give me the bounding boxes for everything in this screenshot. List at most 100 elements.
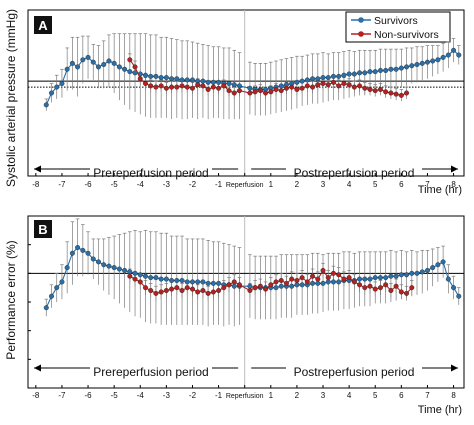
panel-a-non-survivors-point: [200, 83, 206, 89]
panel-a-left-arrow-head: [34, 165, 41, 173]
panel-b-non-survivors-point: [367, 283, 373, 289]
panel-b-non-survivors-point: [252, 285, 258, 291]
panel-a-survivors-point: [278, 83, 284, 89]
panel-a-x-tick-label: -1: [215, 180, 223, 189]
panel-b-non-survivors-point: [393, 283, 399, 289]
panel-a-survivors-point: [174, 76, 180, 82]
panel-a-survivors-point: [210, 79, 216, 85]
panel-a-non-survivors-point: [310, 84, 316, 90]
panel-b-non-survivors-point: [336, 272, 342, 278]
panel-b-non-survivors-point: [341, 276, 347, 282]
panel-a-x-tick-label: Reperfusion: [226, 182, 264, 189]
panel-a-non-survivors-point: [357, 83, 363, 89]
panel-b-x-tick-label: 2: [295, 391, 300, 400]
panel-a-survivors-point: [336, 73, 342, 79]
panel-a-survivors-point: [90, 59, 96, 65]
panel-a-survivors-point: [315, 76, 321, 82]
panel-a-survivors-point: [357, 70, 363, 76]
panel-a-non-survivors-point: [174, 84, 180, 90]
panel-a-survivors-point: [111, 60, 117, 66]
panel-a-non-survivors-point: [263, 90, 269, 96]
panel-b-non-survivors-point: [315, 276, 321, 282]
panel-a-non-survivors-point: [362, 85, 368, 91]
panel-a-survivors-point: [404, 64, 410, 70]
panel-a-x-tick-label: -4: [137, 180, 145, 189]
panel-a-survivors-point: [299, 78, 305, 84]
panel-b-non-survivors-point: [278, 278, 284, 284]
panel-a-survivors-point: [205, 79, 211, 85]
panel-b-survivors-point: [106, 263, 112, 269]
panel-b-survivors-point: [153, 275, 159, 281]
panel-b-x-tick-label: 3: [321, 391, 326, 400]
panel-b-survivors-point: [357, 276, 363, 282]
panel-a-survivors-point: [216, 79, 222, 85]
panel-a-non-survivors-point: [179, 83, 185, 89]
panel-b-non-survivors-point: [409, 285, 415, 291]
panel-a-survivors-point: [310, 76, 316, 82]
panel-b-survivors-point: [336, 279, 342, 285]
panel-a-non-survivors-point: [377, 86, 383, 92]
panel-b-survivors-point: [169, 278, 175, 284]
panel-b-survivors-point: [315, 280, 321, 286]
panel-a-x-tick-label: -6: [84, 180, 92, 189]
panel-a-survivors-point: [398, 65, 404, 71]
panel-b-survivors-point: [116, 266, 122, 272]
panel-b-non-survivors-point: [273, 279, 279, 285]
panel-b-survivors-point: [163, 276, 169, 282]
panel-b-non-survivors-point: [268, 282, 274, 288]
panel-b-survivors-point: [377, 275, 383, 281]
panel-a-survivors-point: [101, 62, 107, 68]
panel-a-survivors-point: [158, 75, 164, 81]
panel-b-survivors-point: [75, 245, 81, 251]
panel-a-non-survivors-point: [184, 84, 190, 90]
panel-a-non-survivors-point: [336, 83, 342, 89]
panel-a-non-survivors-point: [236, 88, 242, 94]
panel-b-survivors-point: [310, 280, 316, 286]
panel-a-x-tick-label: 4: [347, 180, 352, 189]
panel-a-non-survivors-point: [398, 92, 404, 98]
panel-a-non-survivors-point: [148, 83, 154, 89]
panel-b-survivors-point: [59, 279, 65, 285]
panel-a-y-axis-label: Systolic arterial pressure (mmHg): [4, 9, 18, 187]
panel-a-survivors-point: [64, 66, 70, 72]
panel-b-survivors-point: [54, 285, 60, 291]
panel-a-non-survivors-point: [268, 89, 274, 95]
panel-a-x-tick-label: 7: [425, 180, 430, 189]
panel-a-survivors-point: [440, 54, 446, 60]
panel-a-survivors-point: [69, 60, 75, 66]
panel-a-survivors-point: [80, 57, 86, 63]
panel-b-survivors-point: [210, 280, 216, 286]
panel-a-x-axis-label: Time (hr): [418, 184, 462, 196]
panel-a-survivors-point: [59, 81, 65, 87]
panel-b-x-tick-label: -8: [32, 391, 40, 400]
panel-a-survivors-point: [435, 57, 441, 63]
panel-b-survivors-point: [445, 276, 451, 282]
panel-a-survivors-point: [409, 63, 415, 69]
panel-a-non-survivors-point: [132, 64, 138, 70]
panel-b-survivors-point: [148, 275, 154, 281]
panel-a-non-survivors-point: [299, 85, 305, 91]
panel-b-non-survivors-point: [330, 270, 336, 276]
panel-a-x-tick-label: -7: [58, 180, 66, 189]
panel-a-non-survivors-point: [205, 86, 211, 92]
panel-b-survivors-point: [325, 279, 331, 285]
panel-b-survivors-point: [195, 279, 201, 285]
panel-b-non-survivors-point: [142, 285, 148, 291]
panel-b-x-tick-label: 8: [451, 391, 456, 400]
panel-b-non-survivors-point: [294, 278, 300, 284]
panel-b-non-survivors-point: [263, 286, 269, 292]
panel-a-x-tick-label: 6: [399, 180, 404, 189]
panel-a-label: A: [38, 18, 48, 33]
panel-a-survivors-point: [116, 64, 122, 70]
panel-b-non-survivors-point: [174, 285, 180, 291]
legend-box: [345, 11, 451, 43]
panel-a-non-survivors-point: [153, 84, 159, 90]
panel-b-non-survivors-point: [310, 273, 316, 279]
panel-b-non-survivors-point: [351, 279, 357, 285]
panel-a-non-survivors-point: [163, 85, 169, 91]
panel-b-non-survivors-point: [346, 275, 352, 281]
panel-a-non-survivors-point: [320, 81, 326, 87]
panel-a-survivors-line: [45, 49, 460, 106]
panel-b-non-survivors-point: [158, 289, 164, 295]
